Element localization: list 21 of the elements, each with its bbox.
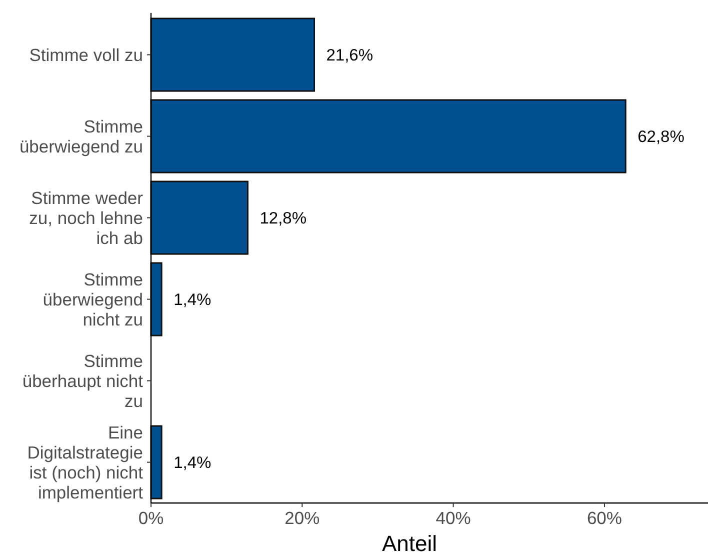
- y-tick-label: Stimme überwiegend nicht zu: [42, 269, 143, 330]
- y-tick-label: Stimme überwiegend zu: [19, 116, 143, 156]
- bar: [150, 180, 248, 255]
- x-axis-title: Anteil: [382, 531, 438, 556]
- data-label: 21,6%: [326, 46, 374, 65]
- y-tick-label: Stimme weder zu, noch lehne ich ab: [29, 188, 144, 248]
- bar: [150, 425, 162, 500]
- bar: [150, 99, 626, 174]
- y-tick-label: Stimme überhaupt nicht zu: [22, 350, 144, 411]
- x-tick-label: 40%: [436, 508, 471, 528]
- x-tick-label: 20%: [284, 508, 320, 528]
- x-tick-label: 60%: [586, 508, 622, 528]
- data-label: 12,8%: [260, 210, 307, 228]
- x-tick-label: 0%: [138, 508, 164, 528]
- data-label: 62,8%: [638, 128, 685, 146]
- data-label: 1,4%: [174, 291, 212, 310]
- data-label: 1,4%: [174, 454, 212, 472]
- bar: [150, 18, 315, 92]
- y-tick-label: Stimme voll zu: [29, 44, 143, 65]
- y-tick-label: Eine Digitalstrategie ist (noch) nicht implementiert: [27, 422, 144, 502]
- bar: [150, 262, 162, 336]
